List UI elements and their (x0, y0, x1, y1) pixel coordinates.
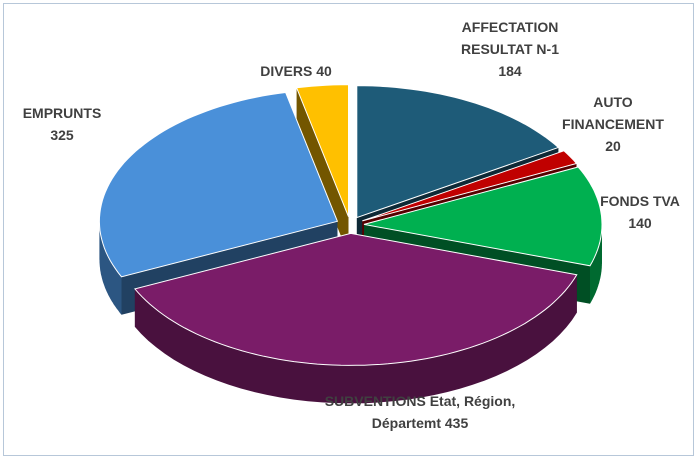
value-label: 40 (316, 63, 332, 79)
data-label: EMPRUNTS 325 (2, 102, 122, 146)
value-label: 20 (605, 138, 621, 154)
value-label: 435 (444, 415, 469, 431)
slice (133, 232, 578, 404)
value-label: 325 (50, 127, 74, 143)
value-label: 184 (498, 63, 522, 79)
category-label: AFFECTATION RESULTAT N-1 (461, 19, 559, 57)
slice-top (362, 150, 578, 222)
data-label: DIVERS 40 (236, 60, 356, 82)
slice-side (99, 221, 122, 315)
slice (295, 84, 349, 255)
data-label: SUBVENTIONS Etat, Région, Départemt 435 (300, 390, 540, 434)
slice-top (356, 85, 560, 219)
category-label: DIVERS (260, 63, 313, 79)
category-label: EMPRUNTS (22, 105, 102, 121)
slice-top (98, 91, 339, 278)
value-label: 140 (628, 215, 652, 231)
data-label: AUTO FINANCEMENT 20 (553, 91, 673, 157)
chart-frame (3, 3, 694, 456)
slice-top (363, 166, 603, 267)
slice-top (295, 84, 349, 217)
category-label: SUBVENTIONS Etat, Région, Départemt (324, 393, 516, 431)
data-label: AFFECTATION RESULTAT N-1 184 (430, 16, 590, 82)
slice-side (134, 274, 577, 404)
slice-side (590, 224, 602, 304)
data-label: FONDS TVA 140 (585, 190, 695, 234)
category-label: AUTO FINANCEMENT (562, 94, 664, 132)
slice-top (133, 232, 578, 366)
category-label: FONDS TVA (600, 193, 680, 209)
slice-wall (296, 87, 349, 255)
